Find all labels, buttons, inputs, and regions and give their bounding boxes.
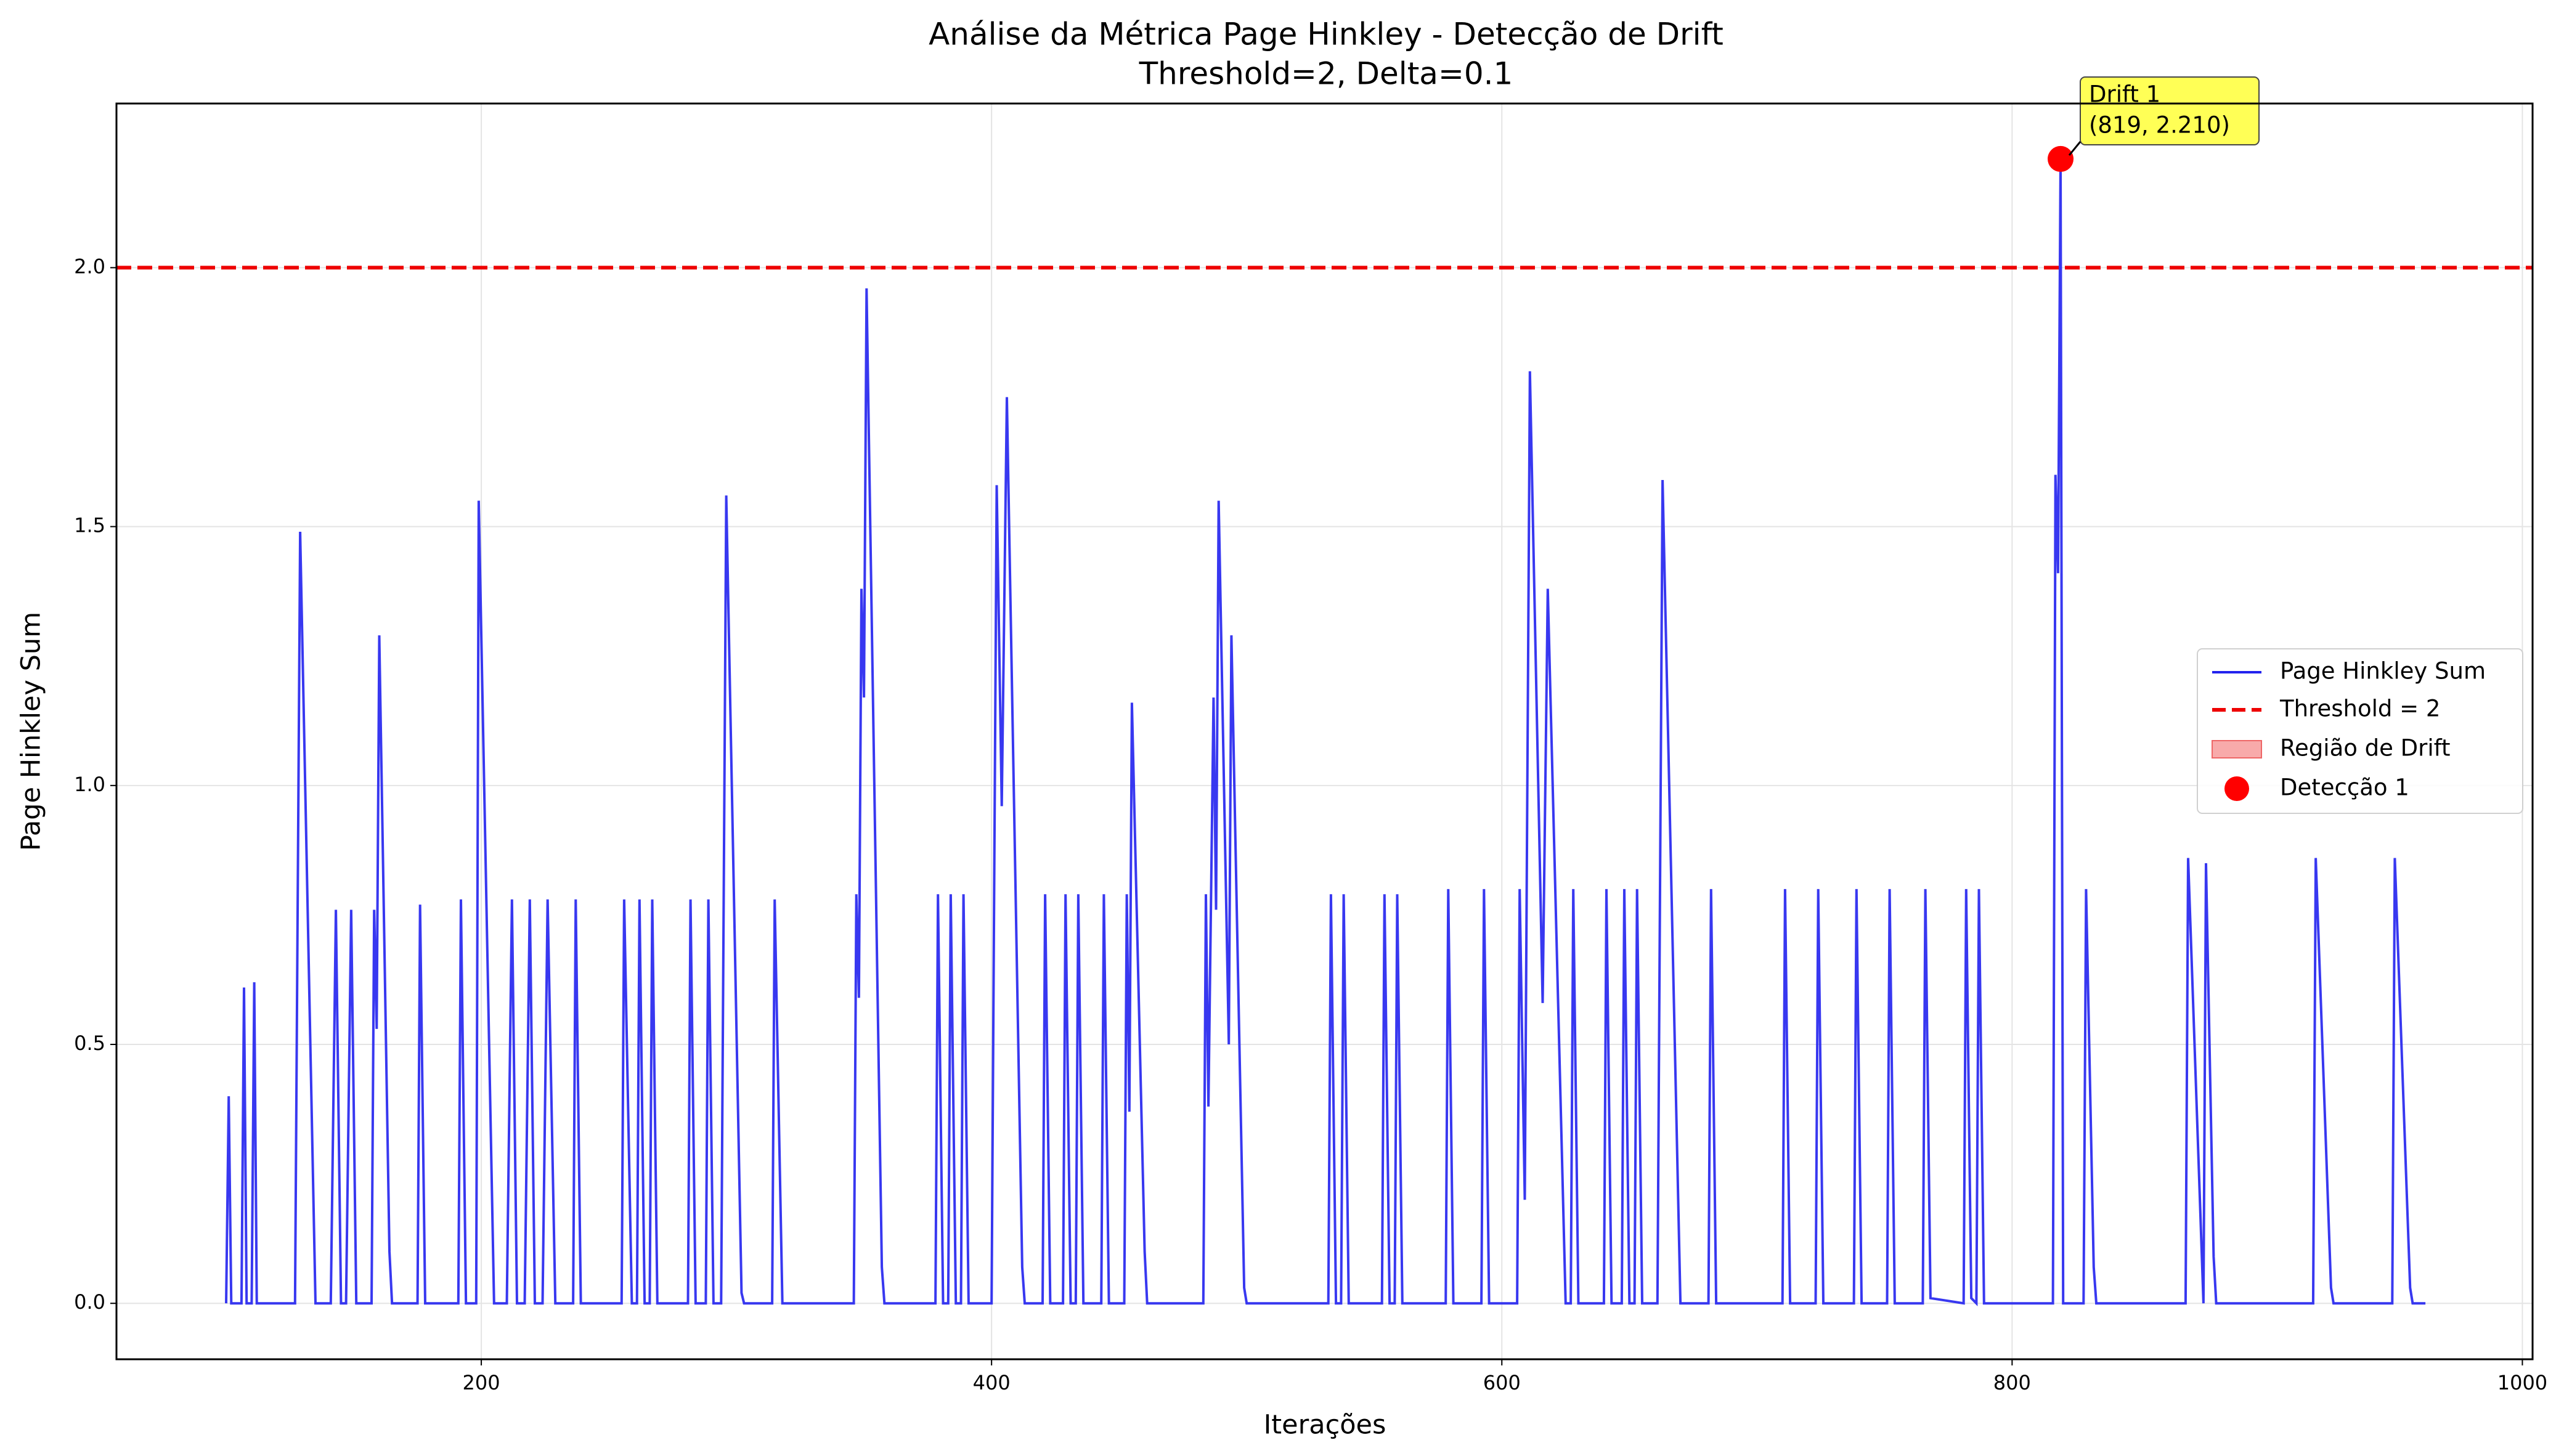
y-tick-label: 0.5 [74,1031,105,1055]
annotation-text: (819, 2.210) [2089,112,2230,139]
legend-swatch [2212,740,2262,759]
legend-label: Detecção 1 [2280,775,2409,801]
chart-subtitle: Threshold=2, Delta=0.1 [1139,56,1513,92]
legend-swatch [2224,776,2249,801]
annotation-arrow [2068,141,2082,156]
chart-title: Análise da Métrica Page Hinkley - Detecç… [929,17,1724,52]
y-axis-label: Page Hinkley Sum [16,612,47,851]
legend-label: Região de Drift [2280,735,2451,762]
line [225,158,2426,1307]
x-tick-label: 1000 [2497,1371,2547,1394]
y-tick-label: 0.0 [74,1290,105,1314]
legend-label: Threshold = 2 [2279,696,2440,722]
x-tick-label: 400 [973,1371,1011,1394]
annotation-box [2080,76,2260,145]
legend-box [2197,648,2523,814]
plot-frame [115,102,2534,1360]
legend-label: Page Hinkley Sum [2280,658,2486,685]
x-axis-label: Iterações [1264,1410,1386,1441]
x-tick-label: 600 [1483,1371,1521,1394]
y-tick-label: 2.0 [74,254,105,278]
y-tick-label: 1.5 [74,514,105,537]
y-tick-label: 1.0 [74,773,105,796]
x-tick-label: 200 [463,1371,500,1394]
x-tick-label: 800 [1993,1371,2031,1394]
detection-point [2048,145,2074,172]
